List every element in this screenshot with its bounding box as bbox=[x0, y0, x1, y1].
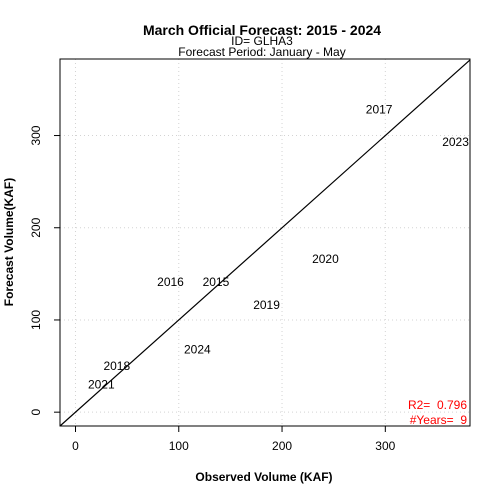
plot-frame bbox=[59, 58, 471, 427]
point-label-2017: 2017 bbox=[366, 103, 393, 117]
y-axis-title: Forecast Volume(KAF) bbox=[2, 178, 16, 306]
point-label-2020: 2020 bbox=[312, 252, 339, 266]
chart-subtitle-period: Forecast Period: January - May bbox=[178, 45, 345, 59]
y-tick-label: 300 bbox=[29, 125, 43, 145]
y-axis: 0 100 200 300 bbox=[29, 125, 60, 416]
chart-subtitle-id: ID= GLHA3 bbox=[231, 34, 293, 48]
gridlines bbox=[60, 59, 470, 426]
x-tick-label: 300 bbox=[375, 439, 395, 453]
x-tick-label: 0 bbox=[72, 439, 79, 453]
point-label-2018: 2018 bbox=[103, 359, 130, 373]
point-label-2021: 2021 bbox=[88, 378, 115, 392]
x-tick-label: 100 bbox=[169, 439, 189, 453]
chart-title: March Official Forecast: 2015 - 2024 bbox=[143, 22, 381, 38]
point-label-2024: 2024 bbox=[184, 342, 211, 356]
reference-line-group bbox=[59, 59, 471, 427]
point-label-2015: 2015 bbox=[203, 275, 230, 289]
r2-stat: R2= 0.796 bbox=[408, 398, 467, 412]
y-tick-label: 100 bbox=[29, 310, 43, 330]
y-tick-label: 0 bbox=[29, 409, 43, 416]
data-points: 2015 2016 2017 2018 2019 2020 2021 2023 2024 bbox=[88, 103, 469, 392]
point-label-2023: 2023 bbox=[442, 135, 469, 149]
x-axis: 0 100 200 300 bbox=[72, 426, 396, 453]
x-axis-title: Observed Volume (KAF) bbox=[195, 470, 332, 484]
x-tick-label: 200 bbox=[272, 439, 292, 453]
one-to-one-line bbox=[59, 59, 471, 427]
years-count-stat: #Years= 9 bbox=[410, 413, 468, 427]
point-label-2019: 2019 bbox=[253, 298, 280, 312]
point-label-2016: 2016 bbox=[157, 275, 184, 289]
y-tick-label: 200 bbox=[29, 217, 43, 237]
